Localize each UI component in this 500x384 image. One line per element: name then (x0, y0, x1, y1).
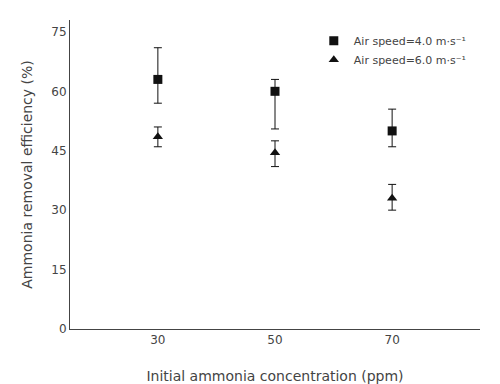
svg-text:75: 75 (51, 25, 66, 39)
svg-text:30: 30 (150, 333, 165, 347)
svg-text:70: 70 (384, 333, 399, 347)
svg-text:Initial ammonia concentration: Initial ammonia concentration (ppm) (146, 368, 403, 384)
svg-text:30: 30 (51, 203, 66, 217)
svg-text:50: 50 (267, 333, 282, 347)
svg-text:Ammonia removal efficiency (%): Ammonia removal efficiency (%) (19, 60, 35, 289)
svg-text:15: 15 (51, 263, 66, 277)
svg-text:45: 45 (51, 144, 66, 158)
svg-text:0: 0 (59, 322, 67, 336)
svg-text:60: 60 (51, 85, 66, 99)
svg-text:Air speed=6.0 m·s⁻¹: Air speed=6.0 m·s⁻¹ (354, 54, 466, 67)
svg-text:Air speed=4.0 m·s⁻¹: Air speed=4.0 m·s⁻¹ (354, 35, 466, 48)
